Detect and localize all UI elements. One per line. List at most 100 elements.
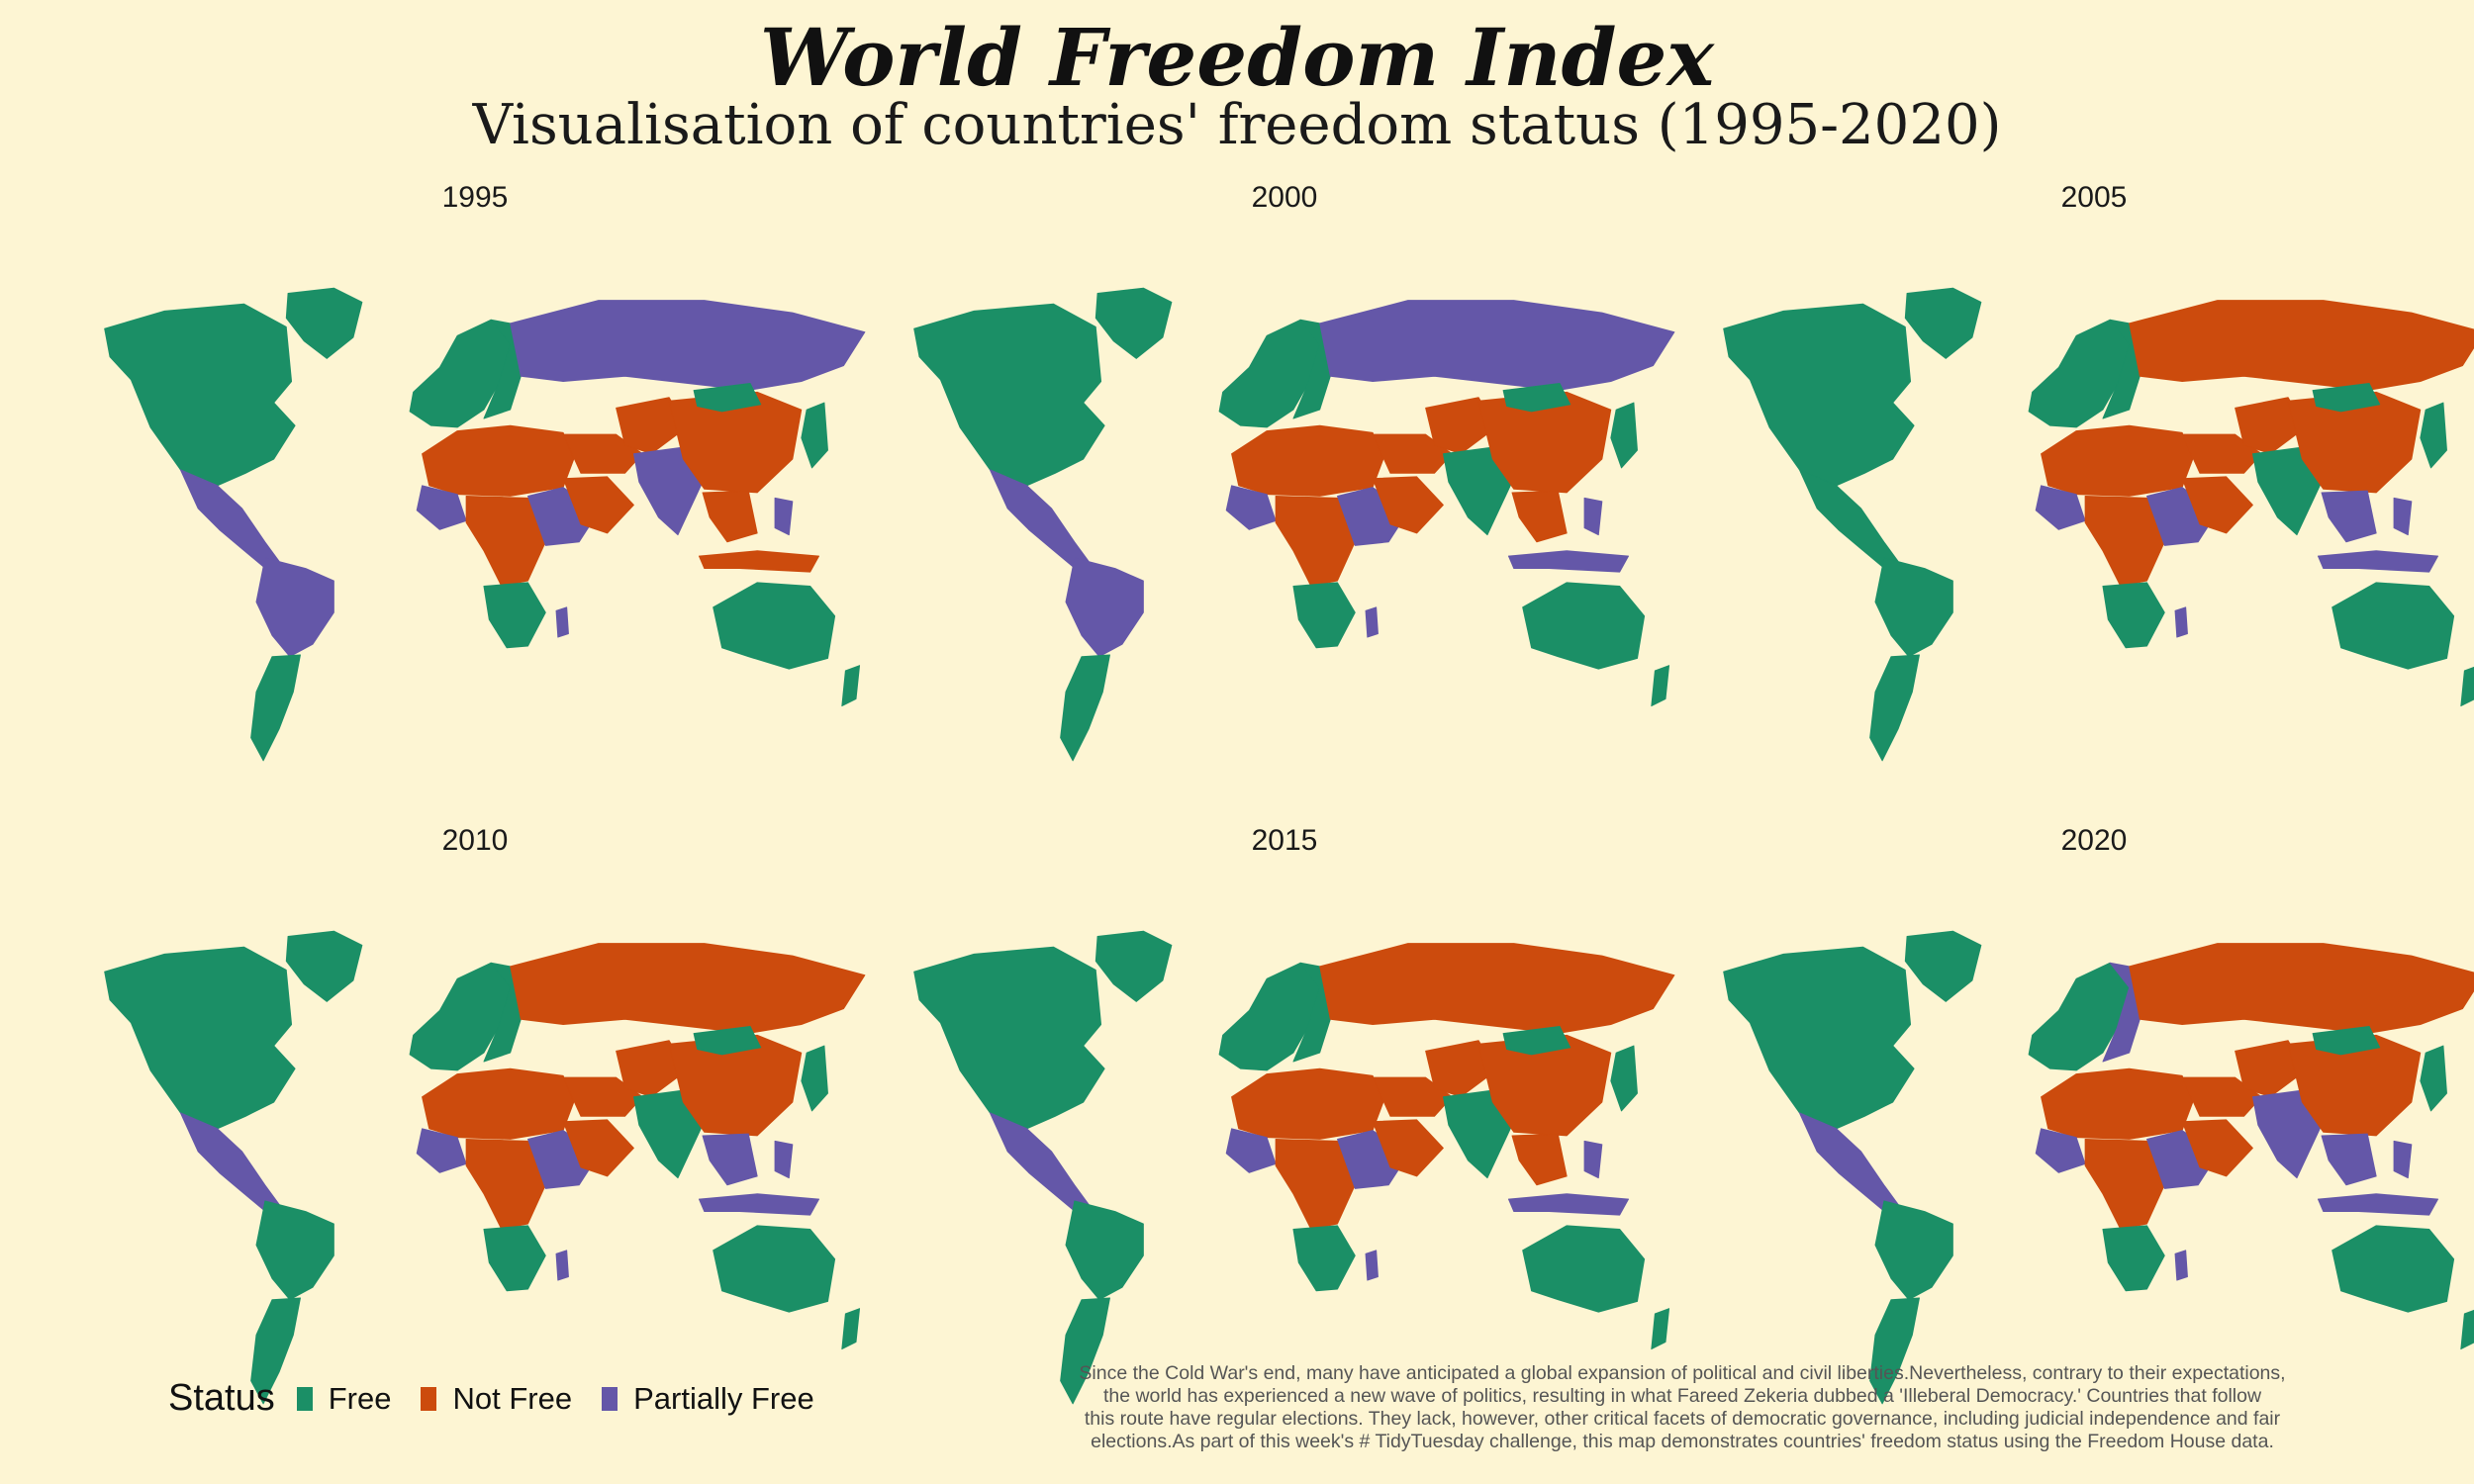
chart-title: World Freedom Index: [759, 11, 1715, 104]
map-region-russia: [1319, 943, 1675, 1034]
map-region-indonesia: [2317, 550, 2439, 573]
map-panel-1995: 1995: [69, 178, 881, 811]
caption: Since the Cold War's end, many have anti…: [940, 1362, 2425, 1453]
map-region-japan-korea: [1610, 1045, 1638, 1112]
map-region-greenland: [1094, 930, 1173, 1002]
map-region-china: [1477, 391, 1612, 494]
map-region-west-africa: [416, 1128, 467, 1173]
world-map: [913, 287, 1675, 762]
map-region-australia: [1522, 582, 1646, 670]
map-region-arabia: [2181, 476, 2253, 534]
map-region-new-zealand: [2460, 1309, 2474, 1350]
map-region-russia: [2129, 943, 2474, 1034]
map-region-indonesia: [1507, 1193, 1630, 1216]
map-region-new-zealand: [841, 665, 861, 707]
legend-label-partially-free: Partially Free: [633, 1380, 814, 1416]
map-region-north-africa: [422, 1067, 575, 1140]
map-region-arabia: [1372, 476, 1444, 534]
legend-label-free: Free: [328, 1380, 392, 1416]
map-region-southern-africa: [2102, 582, 2165, 649]
map-region-west-africa: [1225, 1128, 1277, 1173]
map-region-west-africa: [2035, 1128, 2086, 1173]
map-region-greenland: [285, 287, 363, 359]
map-region-central-asia: [1425, 1040, 1497, 1098]
map-region-north-africa: [422, 424, 575, 497]
chart-subtitle: Visualisation of countries' freedom stat…: [472, 93, 2002, 157]
map-region-madagascar: [2174, 1250, 2188, 1281]
map-region-west-africa: [2035, 485, 2086, 530]
map-region-north-africa: [1231, 1067, 1384, 1140]
caption-line: the world has experienced a new wave of …: [1102, 1385, 2262, 1407]
caption-line: elections.As part of this week's # TidyT…: [1091, 1431, 2274, 1452]
world-map: [1723, 287, 2474, 762]
map-panel-2005: 2005: [1688, 178, 2474, 811]
map-region-southeast-asia: [1511, 1133, 1568, 1186]
map-region-indonesia: [1507, 550, 1630, 573]
map-region-mongolia: [2312, 382, 2381, 413]
map-region-south-america: [1065, 557, 1144, 658]
map-region-southeast-asia: [2321, 1133, 2377, 1186]
map-panel-2015: 2015: [879, 821, 1690, 1454]
map-region-mongolia: [1502, 382, 1571, 413]
map-region-philippines: [2393, 497, 2413, 536]
map-region-greenland: [285, 930, 363, 1002]
map-region-middle-east: [2181, 433, 2262, 474]
map-region-madagascar: [555, 1250, 569, 1281]
map-region-middle-east: [562, 433, 643, 474]
map-region-china: [668, 1034, 803, 1137]
map-region-madagascar: [2174, 606, 2188, 638]
map-region-arabia: [1372, 1119, 1444, 1177]
map-panel-2010: 2010: [69, 821, 881, 1454]
map-region-china: [2287, 1034, 2422, 1137]
map-region-southern-cone: [1869, 654, 1920, 762]
caption-line: Since the Cold War's end, many have anti…: [1079, 1362, 2286, 1384]
map-region-central-asia: [2235, 397, 2307, 455]
map-region-china: [668, 391, 803, 494]
map-region-greenland: [1904, 287, 1982, 359]
map-region-southern-africa: [483, 1225, 546, 1292]
map-region-greenland: [1094, 287, 1173, 359]
panel-year-label: 2020: [2060, 824, 2128, 857]
map-region-philippines: [1583, 1140, 1603, 1179]
map-region-indonesia: [698, 550, 820, 573]
map-region-southern-cone: [1060, 654, 1110, 762]
map-region-russia: [510, 300, 866, 391]
map-region-central-america: [989, 1112, 1090, 1211]
map-region-australia: [1522, 1225, 1646, 1313]
map-region-central-asia: [1425, 397, 1497, 455]
world-map: [913, 930, 1675, 1405]
legend-label-not-free: Not Free: [452, 1380, 573, 1416]
map-region-central-america: [179, 469, 280, 568]
map-region-north-africa: [2041, 424, 2194, 497]
legend-swatch-not-free: [421, 1386, 437, 1411]
map-region-southern-cone: [250, 654, 301, 762]
map-region-middle-east: [2181, 1076, 2262, 1117]
map-region-indonesia: [698, 1193, 820, 1216]
map-region-middle-east: [562, 1076, 643, 1117]
map-region-west-africa: [416, 485, 467, 530]
map-region-north-africa: [2041, 1067, 2194, 1140]
map-region-southern-africa: [2102, 1225, 2165, 1292]
map-region-south-america: [255, 1200, 334, 1301]
map-region-southern-cone: [250, 1297, 301, 1405]
map-region-indonesia: [2317, 1193, 2439, 1216]
map-region-philippines: [2393, 1140, 2413, 1179]
map-region-new-zealand: [2460, 666, 2474, 707]
map-region-australia: [2331, 1225, 2455, 1313]
map-region-southern-cone: [1060, 1297, 1110, 1405]
map-region-central-asia: [616, 397, 688, 455]
map-region-central-asia: [2235, 1040, 2307, 1098]
map-region-japan-korea: [1610, 402, 1638, 469]
world-map: [104, 287, 866, 762]
map-region-southeast-asia: [1511, 490, 1568, 543]
panel-year-label: 2005: [2060, 181, 2128, 214]
map-region-russia: [2129, 300, 2474, 391]
map-region-philippines: [1583, 497, 1603, 536]
map-region-north-america: [1723, 946, 1915, 1130]
map-region-north-africa: [1231, 424, 1384, 497]
map-region-southeast-asia: [702, 1133, 758, 1186]
map-region-japan-korea: [2420, 1045, 2447, 1112]
map-region-south-america: [1065, 1200, 1144, 1301]
map-region-southeast-asia: [2321, 490, 2377, 543]
map-region-new-zealand: [841, 1308, 861, 1350]
